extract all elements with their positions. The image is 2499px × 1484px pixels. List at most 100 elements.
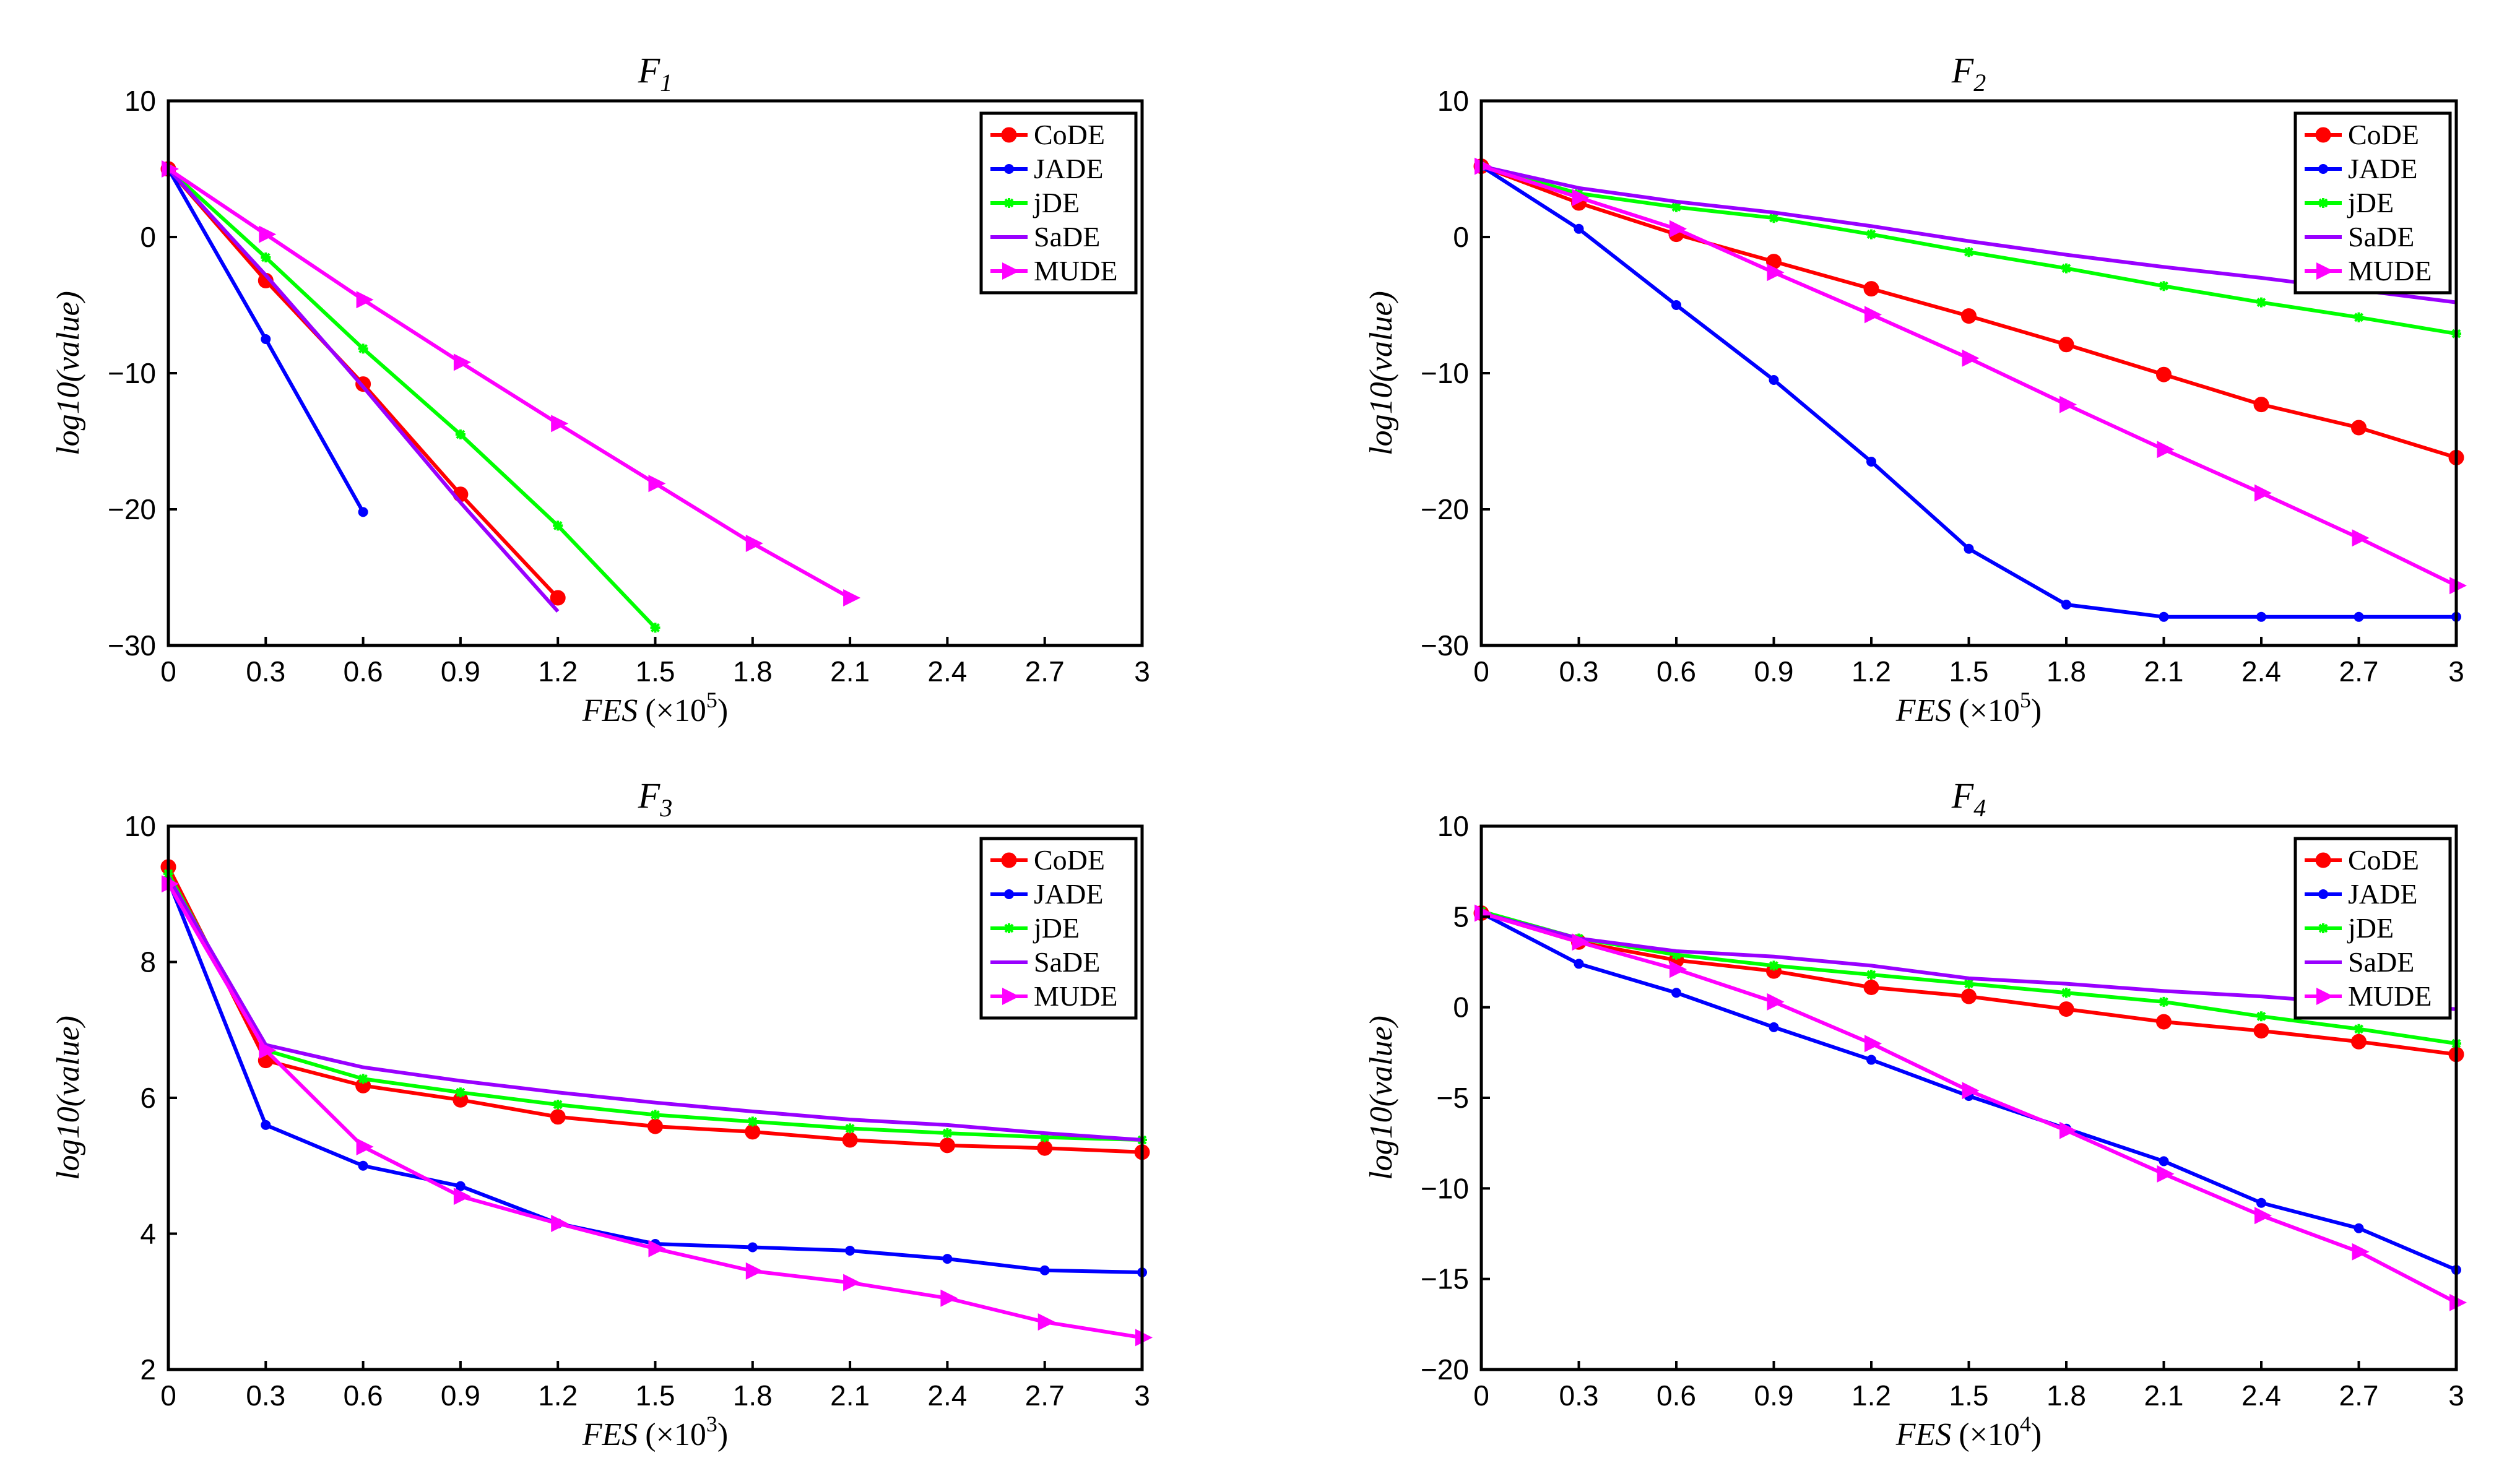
chart-title: F3 [638,775,672,822]
data-point-code-8 [939,1137,955,1154]
legend-entry-sade: SaDE [2305,221,2414,252]
data-point-mude-5 [648,1240,666,1258]
data-point-jde-5 [650,1110,660,1120]
data-point-code-9 [2351,420,2367,436]
data-point-mude-0 [1475,157,1492,175]
y-tick-label: 5 [1453,900,1469,933]
x-tick-label: 2.1 [830,655,870,688]
data-point-mude-0 [1475,904,1492,922]
x-tick-label: 1.5 [1949,1379,1989,1412]
y-tick-label: 10 [1437,810,1469,842]
y-tick-label: −20 [1421,493,1469,525]
legend-label: SaDE [1034,221,1100,252]
data-point-mude-1 [1572,189,1590,207]
y-tick-label: −10 [108,357,156,389]
legend-label: JADE [1034,878,1103,910]
legend-marker [2316,988,2334,1005]
y-axis-label: log10(value) [51,291,86,455]
data-point-mude-3 [453,1188,471,1206]
data-point-mude-0 [162,875,179,893]
data-point-jade-4 [1866,1055,1876,1065]
data-point-jde-8 [2256,297,2266,308]
series-jde [163,164,660,633]
legend-label: jDE [1033,187,1080,218]
data-point-jde-9 [2354,312,2364,322]
data-point-jade-2 [358,1160,368,1171]
x-tick-label: 3 [2448,1379,2464,1412]
data-point-mude-9 [1037,1313,1055,1331]
x-tick-label: 1.2 [538,655,578,688]
data-point-jade-2 [1671,300,1681,310]
data-point-mude-7 [843,589,861,606]
y-tick-label: 0 [1453,991,1469,1024]
legend-label: SaDE [1034,946,1100,978]
x-tick-label: 1.8 [2046,1379,2086,1412]
legend-label: CoDE [2348,844,2419,876]
data-point-mude-4 [1865,1035,1882,1053]
data-point-mude-6 [2059,1121,2077,1139]
y-tick-label: −30 [1421,629,1469,662]
x-tick-label: 0 [160,1379,176,1412]
legend-entry-jde: jDE [990,912,1080,944]
data-point-mude-3 [453,353,471,371]
x-tick-label: 1.5 [1949,655,1989,688]
series-sade [167,876,1143,1142]
x-tick-label: 0.6 [344,655,383,688]
data-point-jade-8 [2256,611,2266,622]
x-axis-label: FES (×104) [1895,1412,2042,1452]
y-tick-label: −20 [1421,1353,1469,1386]
data-point-jade-1 [1574,959,1584,969]
data-point-code-7 [2156,1014,2172,1030]
data-point-mude-4 [551,415,569,433]
series-jade [163,164,368,517]
x-tick-label: 0.3 [1559,1379,1599,1412]
x-tick-label: 0 [160,655,176,688]
series-jade [1476,161,2461,622]
data-point-code-5 [647,1118,663,1134]
data-point-mude-6 [745,535,763,552]
y-tick-label: 2 [140,1353,156,1386]
x-tick-label: 2.4 [2241,1379,2281,1412]
data-point-jade-8 [2256,1197,2266,1208]
data-point-jde-9 [2354,1024,2364,1034]
y-tick-label: 0 [1453,221,1469,253]
y-tick-label: −10 [1421,1172,1469,1204]
series-mude [1475,157,2467,595]
data-point-jde-8 [2256,1011,2266,1022]
data-point-mude-6 [2059,395,2077,413]
legend-entry-jade: JADE [2305,878,2417,910]
series-line-sade [167,167,560,613]
legend-label: MUDE [1034,980,1117,1012]
data-point-jade-9 [2354,1223,2364,1233]
x-tick-label: 0.6 [1657,655,1696,688]
data-point-mude-1 [259,1042,277,1059]
x-tick-label: 0.6 [1657,1379,1696,1412]
legend-entry-jade: JADE [990,878,1103,910]
data-point-mude-8 [2254,1207,2272,1225]
data-point-mude-2 [1670,960,1687,978]
legend-label: CoDE [2348,119,2419,150]
data-point-code-5 [1961,308,1977,324]
legend-entry-sade: SaDE [990,946,1100,978]
legend-marker [1004,164,1014,174]
x-tick-label: 2.1 [2144,1379,2184,1412]
series-sade [167,167,560,613]
data-point-jade-3 [455,1181,466,1191]
series-jade [1476,908,2461,1275]
legend-marker [2315,852,2331,868]
data-point-jade-1 [261,334,271,344]
data-point-jde-4 [553,1099,563,1110]
chart-panel-3: 0 0.3 0.6 0.9 1.2 1.5 1.8 2.1 2.4 2.7 3 10 8 6 4 2 F3 FES… [51,775,1153,1452]
data-point-jde-3 [455,429,466,439]
data-point-jde-2 [1671,949,1681,960]
data-point-jde-3 [455,1087,466,1098]
legend-marker [1001,852,1017,868]
data-point-mude-6 [745,1262,763,1280]
legend-marker [1002,988,1020,1005]
data-point-code-4 [550,590,566,606]
data-point-jde-5 [1964,247,1974,257]
data-point-code-4 [1863,281,1879,297]
legend-label: SaDE [2348,946,2414,978]
data-point-jde-5 [650,623,660,633]
